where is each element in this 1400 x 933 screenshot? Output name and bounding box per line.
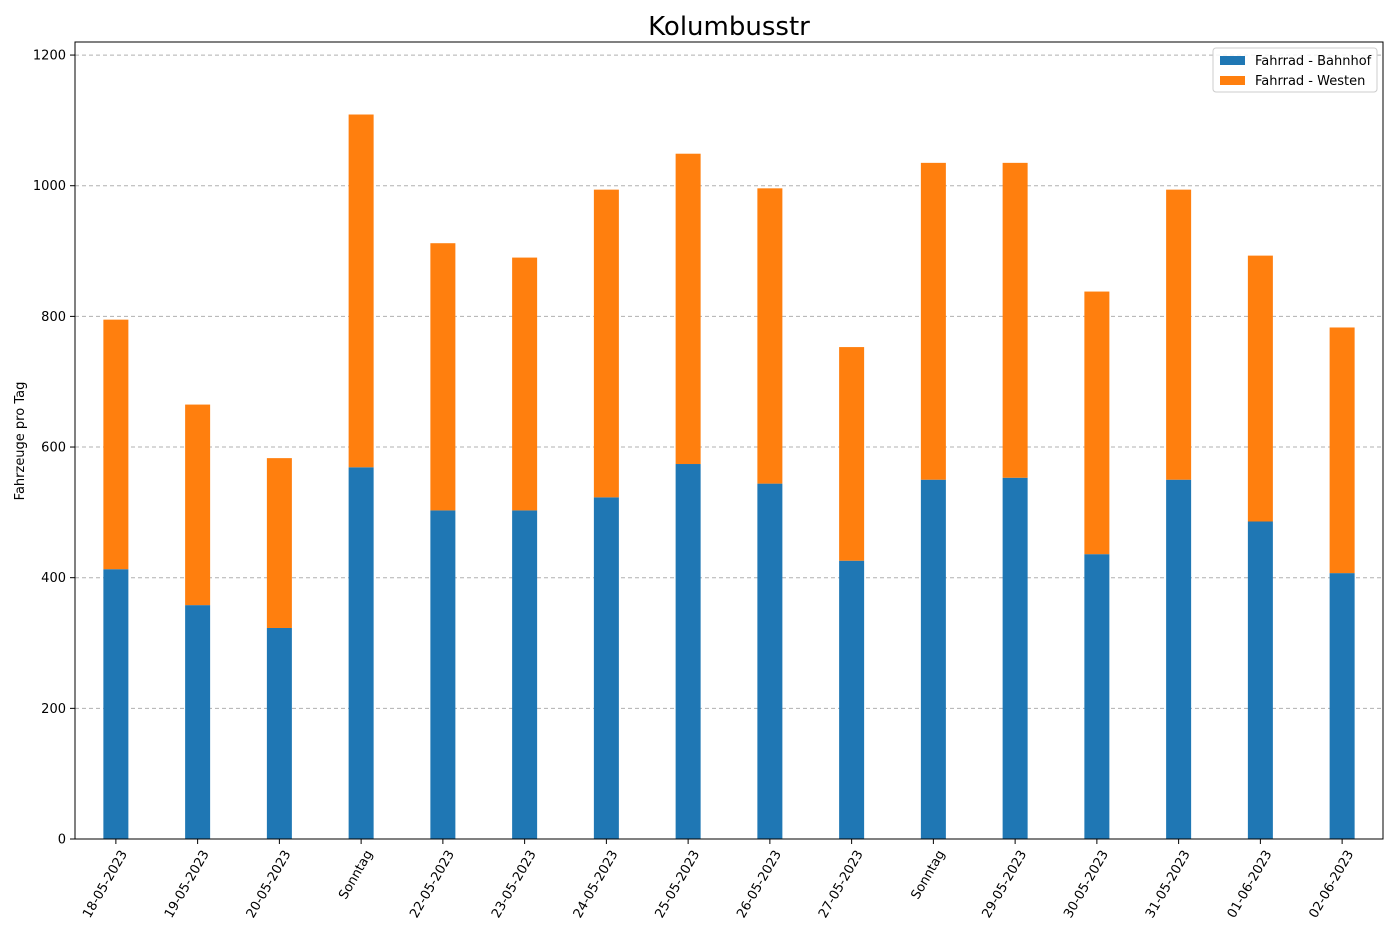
legend-label: Fahrrad - Westen <box>1255 74 1365 89</box>
x-tick-label: 19-05-2023 <box>162 848 213 921</box>
x-tick-label: 29-05-2023 <box>979 848 1030 921</box>
bars <box>103 114 1355 839</box>
y-axis-label: Fahrzeuge pro Tag <box>13 382 28 501</box>
x-tick-label: 18-05-2023 <box>80 848 131 921</box>
legend-label: Fahrrad - Bahnhof <box>1255 54 1372 69</box>
x-tick-label: 02-06-2023 <box>1306 848 1357 921</box>
bar-segment-series-2 <box>1329 327 1355 574</box>
bar-segment-series-1 <box>512 510 538 839</box>
bar-segment-series-2 <box>266 458 292 628</box>
bar-segment-series-2 <box>103 319 129 570</box>
bar-segment-series-1 <box>1329 573 1355 839</box>
x-tick-label: 01-06-2023 <box>1225 848 1276 921</box>
chart-title: Kolumbusstr <box>648 12 810 42</box>
bar-segment-series-2 <box>512 257 538 511</box>
bar-segment-series-1 <box>430 510 456 839</box>
y-tick-label: 400 <box>41 571 66 586</box>
bar-segment-series-1 <box>348 467 374 839</box>
gridlines <box>75 54 1383 840</box>
x-tick-label: 23-05-2023 <box>489 848 540 921</box>
bar-segment-series-1 <box>920 479 946 839</box>
x-tick-label: 25-05-2023 <box>652 848 703 921</box>
y-tick-label: 800 <box>41 310 66 325</box>
bar-segment-series-1 <box>593 497 619 839</box>
bar-segment-series-1 <box>757 483 783 839</box>
y-tick-label: 0 <box>58 833 66 848</box>
bar-segment-series-2 <box>593 189 619 498</box>
y-tick-label: 600 <box>41 441 66 456</box>
x-tick-label: 22-05-2023 <box>407 848 458 921</box>
y-tick-label: 1000 <box>33 179 66 194</box>
bar-segment-series-2 <box>839 347 865 561</box>
legend: Fahrrad - Bahnhof Fahrrad - Westen <box>1212 47 1378 93</box>
y-tick-label: 200 <box>41 702 66 717</box>
bar-segment-series-1 <box>1247 521 1273 839</box>
bar-segment-series-2 <box>1166 189 1192 480</box>
bar-segment-series-2 <box>348 114 374 468</box>
bar-segment-series-2 <box>185 404 211 606</box>
bar-segment-series-2 <box>757 188 783 484</box>
bar-segment-series-1 <box>1002 477 1028 839</box>
y-tick-label: 1200 <box>33 49 66 64</box>
x-tick-label: Sonntag <box>336 848 376 902</box>
x-tick-label: Sonntag <box>908 848 948 902</box>
bar-segment-series-2 <box>675 153 701 465</box>
x-tick-label: 27-05-2023 <box>816 848 867 921</box>
bar-segment-series-1 <box>103 569 129 839</box>
bar-segment-series-1 <box>839 560 865 839</box>
bar-segment-series-2 <box>430 243 456 511</box>
bar-segment-series-1 <box>1166 479 1192 839</box>
x-tick-label: 26-05-2023 <box>734 848 785 921</box>
legend-box <box>1212 47 1378 93</box>
x-tick-label: 24-05-2023 <box>571 848 622 921</box>
bar-segment-series-2 <box>1247 255 1273 522</box>
x-tick-label: 20-05-2023 <box>244 848 295 921</box>
bar-segment-series-1 <box>675 464 701 839</box>
bar-segment-series-2 <box>1002 162 1028 478</box>
x-tick-label: 30-05-2023 <box>1061 848 1112 921</box>
plot-frame <box>74 41 1384 840</box>
bar-segment-series-1 <box>266 627 292 839</box>
bar-segment-series-2 <box>920 162 946 480</box>
legend-swatch <box>1220 76 1245 85</box>
bar-segment-series-1 <box>185 605 211 839</box>
bar-segment-series-2 <box>1084 291 1110 555</box>
bar-segment-series-1 <box>1084 554 1110 839</box>
legend-swatch <box>1220 56 1245 65</box>
x-tick-label: 31-05-2023 <box>1143 848 1194 921</box>
